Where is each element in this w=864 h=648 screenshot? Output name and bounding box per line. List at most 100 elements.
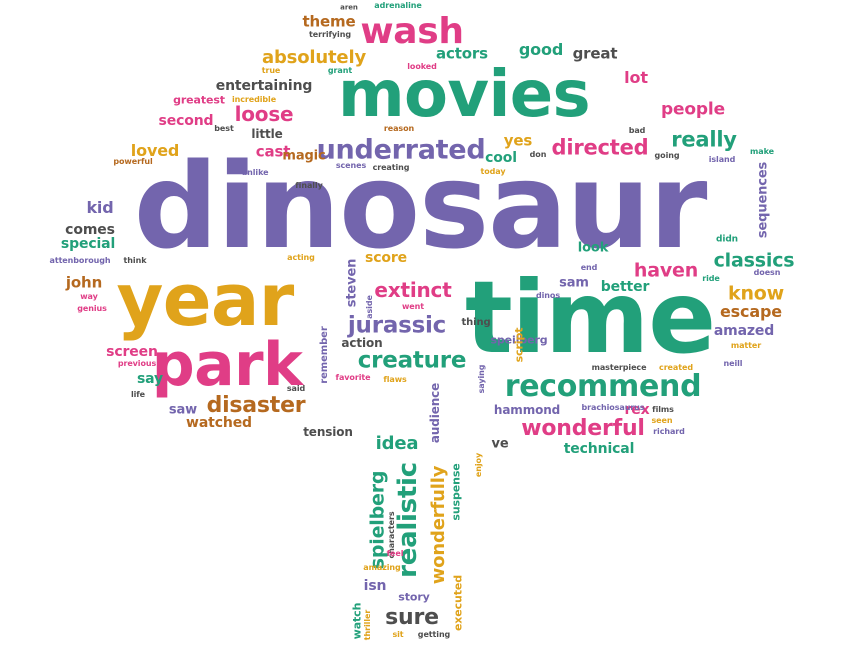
word-life: life [130, 390, 146, 399]
word-good: good [518, 40, 564, 59]
word-time: time [464, 259, 716, 376]
word-greatest: greatest [173, 93, 225, 107]
word-speilberg: speilberg [490, 333, 548, 347]
word-reason: reason [383, 124, 415, 133]
word-yes: yes [503, 131, 533, 150]
word-wash: wash [360, 11, 464, 52]
word-wonderful: wonderful [521, 416, 645, 441]
word-know: know [727, 282, 785, 305]
word-watch: watch [350, 602, 364, 640]
word-went: went [401, 302, 425, 311]
word-don: don [529, 150, 547, 159]
word-better: better [600, 279, 650, 295]
word-second: second [158, 113, 214, 129]
word-favorite: favorite [335, 373, 371, 382]
word-jurassic: jurassic [347, 312, 447, 339]
word-technical: technical [563, 441, 635, 457]
word-flaws: flaws [383, 375, 407, 384]
word-classics: classics [713, 249, 795, 272]
word-films: films [652, 405, 674, 414]
word-cast: cast [255, 142, 291, 161]
word-island: island [708, 155, 736, 164]
word-loved: loved [130, 141, 180, 160]
word-thing: thing [461, 317, 491, 328]
word-lot: lot [624, 68, 648, 87]
word-best: best [214, 124, 234, 133]
word-hammond: hammond [493, 403, 561, 417]
word-feel: feel [386, 549, 404, 558]
word-recommend: recommend [504, 369, 702, 404]
word-screen: screen [106, 344, 158, 360]
word-people: people [661, 99, 725, 120]
word-tension: tension [303, 425, 353, 439]
word-remember: remember [319, 326, 330, 384]
word-ride: ride [702, 274, 720, 283]
word-watched: watched [186, 415, 252, 431]
word-story: story [398, 590, 430, 604]
word-make: make [750, 147, 774, 156]
word-seen: seen [651, 416, 673, 425]
word-spielberg: spielberg [366, 470, 389, 570]
word-incredible: incredible [231, 95, 277, 104]
word-powerful: powerful [113, 157, 153, 166]
word-sit: sit [392, 630, 404, 639]
word-creature: creature [357, 347, 467, 374]
word-special: special [60, 236, 116, 252]
word-richard: richard [653, 427, 685, 436]
word-disaster: disaster [206, 393, 306, 418]
word-dinos: dinos [535, 291, 561, 300]
word-suspense: suspense [449, 463, 463, 521]
word-isn: isn [363, 578, 387, 594]
word-dinosaur: dinosaur [133, 137, 708, 275]
word-grant: grant [327, 66, 353, 75]
word-unlike: unlike [241, 168, 269, 177]
word-great: great [572, 44, 618, 63]
word-sure: sure [385, 605, 439, 630]
word-previous: previous [117, 359, 157, 368]
word-sam: sam [559, 275, 589, 291]
word-going: going [654, 151, 680, 160]
word-park: park [151, 330, 303, 400]
word-didn: didn [715, 234, 739, 245]
word-realistic: realistic [393, 462, 423, 578]
word-underrated: underrated [316, 134, 486, 166]
word-haven: haven [633, 259, 699, 282]
word-executed: executed [451, 574, 465, 632]
word-masterpiece: masterpiece [591, 363, 647, 372]
word-end: end [580, 263, 598, 272]
word-genius: genius [77, 304, 107, 313]
word-enjoy: enjoy [474, 452, 483, 478]
word-brachiosaurus: brachiosaurus [581, 403, 645, 412]
word-saw: saw [168, 402, 198, 418]
word-terrifying: terrifying [309, 30, 351, 39]
word-actors: actors [436, 44, 488, 63]
word-cool: cool [485, 150, 517, 166]
word-said: said [286, 384, 306, 393]
word-theme: theme [302, 12, 356, 31]
word-rex: rex [624, 402, 650, 418]
word-saying: saying [477, 364, 486, 394]
word-really: really [671, 127, 737, 152]
word-true: true [261, 66, 281, 75]
word-created: created [659, 363, 693, 372]
word-doesn: doesn [753, 268, 781, 277]
word-idea: idea [375, 433, 419, 454]
word-action: action [341, 336, 383, 350]
word-wonderfully: wonderfully [428, 465, 449, 585]
word-way: way [80, 292, 98, 301]
word-looked: looked [407, 62, 437, 71]
word-comes: comes [65, 222, 115, 238]
word-script: script [512, 327, 526, 363]
word-extinct: extinct [374, 278, 452, 302]
word-aside: aside [365, 295, 374, 319]
word-sequences: sequences [755, 161, 771, 239]
word-magic: magic [282, 148, 326, 164]
word-scenes: scenes [335, 161, 367, 170]
word-absolutely: absolutely [261, 47, 367, 68]
word-directed: directed [551, 135, 649, 160]
word-adrenaline: adrenaline [374, 1, 422, 10]
word-loose: loose [234, 102, 294, 126]
word-amazing: amazing [363, 563, 401, 572]
word-movies: movies [338, 58, 591, 132]
